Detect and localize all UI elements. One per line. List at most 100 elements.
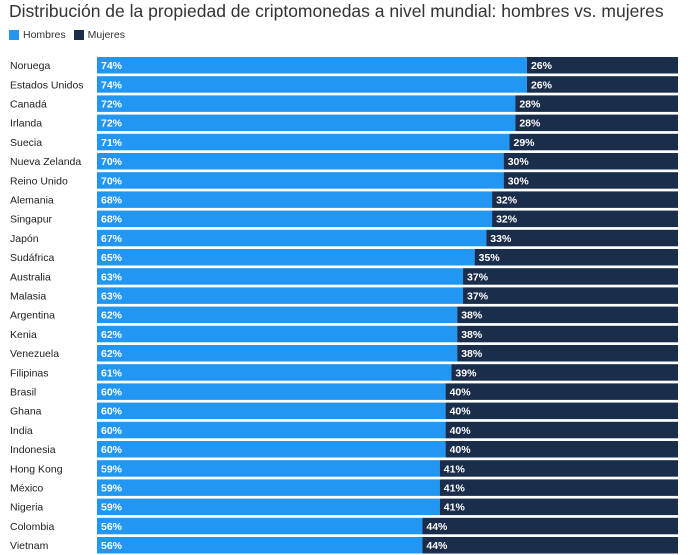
value-label-hombres-noruega: 74%	[101, 60, 123, 72]
value-label-hombres-australia: 63%	[101, 271, 123, 283]
value-label-hombres-malasia: 63%	[101, 290, 123, 302]
bar-mujeres-filipinas	[451, 364, 678, 381]
bar-mujeres-brasil	[445, 383, 678, 400]
legend: Hombres Mujeres	[9, 29, 133, 41]
legend-label-hombres: Hombres	[23, 29, 66, 41]
bar-hombres-kenia	[97, 325, 458, 343]
bar-hombres-reino-unido	[97, 172, 504, 189]
category-label-hong-kong: Hong Kong	[10, 463, 63, 475]
bar-hombres-colombia	[97, 517, 423, 535]
category-label-venezuela: Venezuela	[10, 348, 59, 360]
value-label-hombres-suecia: 71%	[101, 137, 123, 149]
bar-hombres-noruega	[97, 57, 527, 74]
bar-hombres-canada	[97, 95, 516, 112]
value-label-mujeres-australia: 37%	[467, 271, 489, 283]
bar-hombres-brasil	[97, 383, 446, 400]
value-label-hombres-kenia: 62%	[101, 329, 123, 341]
value-label-mujeres-irlanda: 28%	[519, 118, 541, 130]
category-label-singapur: Singapur	[10, 214, 53, 226]
bar-hombres-ghana	[97, 402, 446, 420]
bar-mujeres-irlanda	[515, 114, 678, 132]
bar-mujeres-suecia	[509, 133, 678, 151]
legend-item-hombres[interactable]: Hombres	[9, 29, 66, 41]
bar-mujeres-australia	[463, 268, 678, 285]
category-label-reino-unido: Reino Unido	[10, 175, 68, 187]
value-label-hombres-venezuela: 62%	[101, 348, 123, 360]
category-label-kenia: Kenia	[10, 329, 37, 341]
value-label-hombres-alemania: 68%	[101, 194, 123, 206]
category-label-irlanda: Irlanda	[10, 118, 42, 130]
value-label-mujeres-hong-kong: 41%	[444, 463, 466, 475]
value-label-mujeres-suecia: 29%	[514, 137, 536, 149]
bar-mujeres-japon	[486, 229, 678, 247]
value-label-hombres-vietnam: 56%	[101, 540, 123, 552]
bar-hombres-alemania	[97, 191, 493, 208]
value-label-hombres-japon: 67%	[101, 233, 123, 245]
bar-hombres-argentina	[97, 306, 458, 324]
value-label-mujeres-indonesia: 40%	[450, 444, 472, 456]
bar-hombres-irlanda	[97, 114, 516, 132]
bar-hombres-estados-unidos	[97, 76, 527, 93]
bar-mujeres-canada	[515, 95, 678, 112]
legend-swatch-mujeres	[73, 30, 84, 40]
category-label-australia: Australia	[10, 271, 51, 283]
value-label-hombres-reino-unido: 70%	[101, 175, 123, 187]
value-label-mujeres-alemania: 32%	[496, 194, 518, 206]
category-label-nigeria: Nigeria	[10, 502, 43, 514]
value-label-hombres-nigeria: 59%	[101, 502, 123, 514]
value-label-mujeres-malasia: 37%	[467, 290, 489, 302]
bar-hombres-japon	[97, 229, 487, 247]
value-label-mujeres-filipinas: 39%	[455, 367, 477, 379]
bar-hombres-nueva-zelanda	[97, 153, 504, 170]
value-label-hombres-india: 60%	[101, 425, 123, 437]
value-label-hombres-estados-unidos: 74%	[101, 79, 123, 91]
category-label-argentina: Argentina	[10, 310, 55, 322]
bar-mujeres-estados-unidos	[526, 76, 678, 93]
bar-mujeres-colombia	[422, 517, 678, 535]
category-label-nueva-zelanda: Nueva Zelanda	[10, 156, 81, 168]
chart-title: Distribución de la propiedad de criptomo…	[9, 1, 664, 21]
bar-hombres-venezuela	[97, 345, 458, 362]
bar-mujeres-kenia	[457, 325, 678, 343]
bar-mujeres-alemania	[492, 191, 678, 208]
value-label-hombres-indonesia: 60%	[101, 444, 123, 456]
bar-hombres-mexico	[97, 479, 440, 496]
value-label-mujeres-kenia: 38%	[461, 329, 483, 341]
bar-hombres-filipinas	[97, 364, 452, 381]
bar-mujeres-nueva-zelanda	[503, 153, 678, 170]
bar-hombres-sudafrica	[97, 249, 475, 266]
value-label-mujeres-canada: 28%	[519, 98, 541, 110]
bar-mujeres-mexico	[439, 479, 678, 496]
category-label-estados-unidos: Estados Unidos	[10, 79, 84, 91]
bar-mujeres-nigeria	[439, 498, 678, 516]
category-label-filipinas: Filipinas	[10, 367, 49, 379]
value-label-hombres-hong-kong: 59%	[101, 463, 123, 475]
bar-hombres-suecia	[97, 133, 510, 151]
bar-hombres-nigeria	[97, 498, 440, 516]
value-label-mujeres-colombia: 44%	[426, 521, 448, 533]
value-label-mujeres-reino-unido: 30%	[508, 175, 530, 187]
value-label-mujeres-mexico: 41%	[444, 482, 466, 494]
value-label-mujeres-estados-unidos: 26%	[531, 79, 553, 91]
value-label-mujeres-india: 40%	[450, 425, 472, 437]
category-label-canada: Canadá	[10, 98, 47, 110]
value-label-hombres-singapur: 68%	[101, 214, 123, 226]
bar-mujeres-argentina	[457, 306, 678, 324]
value-label-mujeres-singapur: 32%	[496, 214, 518, 226]
bar-mujeres-noruega	[526, 57, 678, 74]
bar-hombres-india	[97, 421, 446, 439]
value-label-mujeres-sudafrica: 35%	[479, 252, 501, 264]
value-label-mujeres-nigeria: 41%	[444, 502, 466, 514]
category-label-vietnam: Vietnam	[10, 540, 49, 552]
bar-mujeres-indonesia	[445, 441, 678, 458]
value-label-hombres-brasil: 60%	[101, 386, 123, 398]
category-label-brasil: Brasil	[10, 386, 36, 398]
value-label-hombres-nueva-zelanda: 70%	[101, 156, 123, 168]
bar-hombres-malasia	[97, 287, 464, 304]
bar-mujeres-reino-unido	[503, 172, 678, 189]
value-label-mujeres-nueva-zelanda: 30%	[508, 156, 530, 168]
value-label-mujeres-japon: 33%	[490, 233, 512, 245]
bar-hombres-indonesia	[97, 441, 446, 458]
legend-item-mujeres[interactable]: Mujeres	[73, 29, 125, 41]
value-label-hombres-canada: 72%	[101, 98, 123, 110]
